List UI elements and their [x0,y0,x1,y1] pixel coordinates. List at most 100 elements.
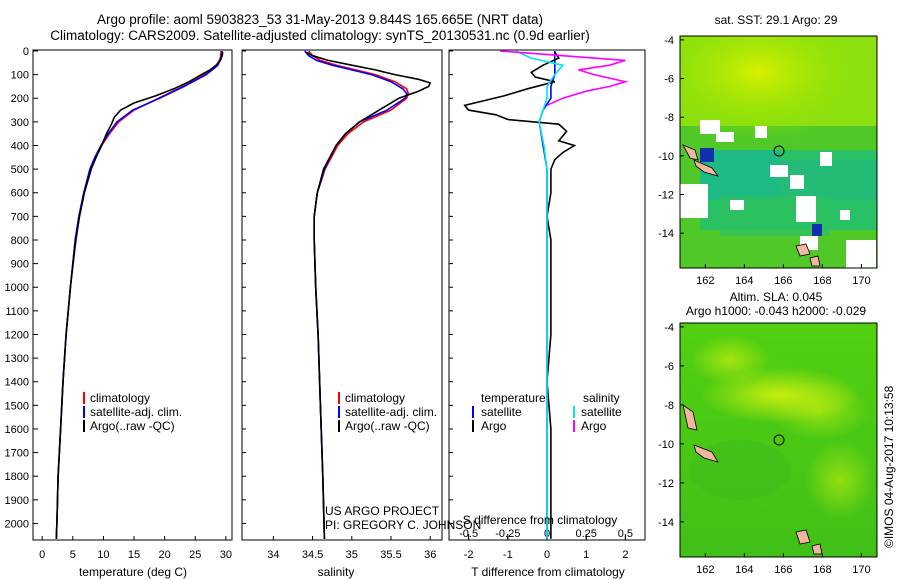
title-line-2: Climatology: CARS2009. Satellite-adjuste… [50,28,590,43]
legend-t-argo: Argo [481,419,507,433]
map-x-tick-label: 170 [852,275,870,287]
x-tick-label: -2 [464,549,474,561]
depth-tick-label: 500 [11,164,29,176]
map-y-tick-label: -4 [664,35,674,47]
sst-map: sat. SST: 29.1 Argo: 29 [658,13,878,287]
sla-map: Altim. SLA: 0.045 Argo h1000: -0.043 h20… [658,290,878,576]
sst-map-title: sat. SST: 29.1 Argo: 29 [715,13,838,27]
s-tick-label: 0.5 [618,528,633,540]
depth-tick-label: 1300 [5,353,29,365]
x-tick-label: 36 [424,549,436,561]
map-x-tick-label: 168 [813,564,831,576]
x-tick-label: 0 [544,549,550,561]
series-line-s-argo [499,50,629,107]
series-line-argo-raw-qc- [305,51,432,539]
depth-tick-label: 400 [11,140,29,152]
map-y-tick-label: -6 [664,74,674,86]
depth-tick-label: 1400 [5,377,29,389]
map-x-tick-label: 162 [696,564,714,576]
sla-map-title: Altim. SLA: 0.045 [730,290,823,304]
legend-s-satellite: satellite [581,405,622,419]
map-y-tick-label: -12 [658,190,674,202]
series-line-climatology [308,50,410,539]
depth-tick-label: 1500 [5,400,29,412]
map-y-tick-label: -8 [664,112,674,124]
legend-climatology: climatology [90,391,150,405]
depth-tick-label: 1800 [5,471,29,483]
map-x-tick-label: 164 [735,564,753,576]
page-title: Argo profile: aoml 5903823_53 31-May-201… [0,12,640,44]
depth-tick-label: 1600 [5,424,29,436]
temperature-panel [32,49,233,541]
legend-s-argo: Argo [581,419,607,433]
argo-location-marker [773,145,785,157]
legend-argo: Argo(..raw -QC) [90,419,175,433]
depth-tick-label: 1200 [5,329,29,341]
legend-argo: Argo(..raw -QC) [345,419,430,433]
map-x-tick-label: 166 [774,564,792,576]
series-line-t-argo [463,51,577,539]
x-tick-label: 30 [220,549,232,561]
s-tick-label: -0.5 [459,528,478,540]
x-tick-label: 20 [159,549,171,561]
depth-tick-label: 700 [11,211,29,223]
profile-plots: 0 5 10 15 20 25 30 34 34.5 35 35.5 36 -2 -1 0 1 2 -0.5 -0.… [39,50,633,561]
map-x-tick-label: 164 [735,275,753,287]
title-line-1: Argo profile: aoml 5903823_53 31-May-201… [96,12,544,27]
x-tick-label: 1 [583,549,589,561]
map-y-tick-label: -4 [664,322,674,334]
map-y-tick-label: -8 [664,400,674,412]
depth-tick-label: 1900 [5,495,29,507]
map-y-tick-label: -6 [664,361,674,373]
series-line-s-satellite [515,50,565,539]
series-line-argo-raw-qc- [55,52,224,539]
legend-satellite: satellite-adj. clim. [345,405,437,419]
map-y-tick-label: -14 [658,517,674,529]
s-tick-label: 0.25 [575,528,596,540]
x-tick-label: 25 [189,549,201,561]
x-tick-label: 34 [267,549,279,561]
salinity-xlabel: salinity [318,565,355,579]
x-tick-label: 2 [622,549,628,561]
salinity-panel [241,49,443,541]
map-y-tick-label: -10 [658,439,674,451]
map-x-tick-label: 170 [852,564,870,576]
x-tick-label: -1 [503,549,513,561]
x-tick-label: 35 [346,549,358,561]
depth-tick-label: 1000 [5,282,29,294]
legend-header-temperature: temperature [481,391,546,405]
depth-tick-label: 900 [11,259,29,271]
temperature-xlabel: temperature (deg C) [79,565,187,579]
imos-watermark: ©IMOS 04-Aug-2017 10:13:58 [882,385,896,548]
x-tick-label: 34.5 [302,549,323,561]
depth-tick-label: 100 [11,70,29,82]
x-tick-label: 0 [39,549,45,561]
depth-tick-label: 1100 [5,306,29,318]
argo-location-marker [773,434,785,446]
s-tick-label: -0.25 [495,528,520,540]
legend-climatology: climatology [345,391,405,405]
salinity-legend: climatology satellite-adj. clim. Argo(..… [338,391,437,433]
temperature-legend: climatology satellite-adj. clim. Argo(..… [83,391,182,433]
depth-tick-label: 300 [11,117,29,129]
legend-satellite: satellite-adj. clim. [90,405,182,419]
legend-header-salinity: salinity [583,391,620,405]
x-tick-label: 35.5 [380,549,401,561]
x-tick-label: 10 [97,549,109,561]
depth-tick-label: 0 [23,46,29,58]
project-credit: US ARGO PROJECT [325,504,440,518]
depth-tick-label: 600 [11,188,29,200]
depth-tick-label: 1700 [5,448,29,460]
t-difference-xlabel: T difference from climatology [471,565,625,579]
map-x-tick-label: 162 [696,275,714,287]
pi-credit: PI: GREGORY C. JOHNSON [325,518,481,532]
map-y-tick-label: -14 [658,228,674,240]
map-y-tick-label: -10 [658,151,674,163]
depth-tick-label: 800 [11,235,29,247]
s-difference-xlabel: S difference from climatology [463,513,618,527]
series-line-satellite-adj-clim- [55,50,223,539]
depth-axis: 0 100 200 300 400 500 600 700 800 900 1000 1100 1200… [5,46,453,530]
x-tick-label: 5 [70,549,76,561]
legend-t-satellite: satellite [481,405,522,419]
